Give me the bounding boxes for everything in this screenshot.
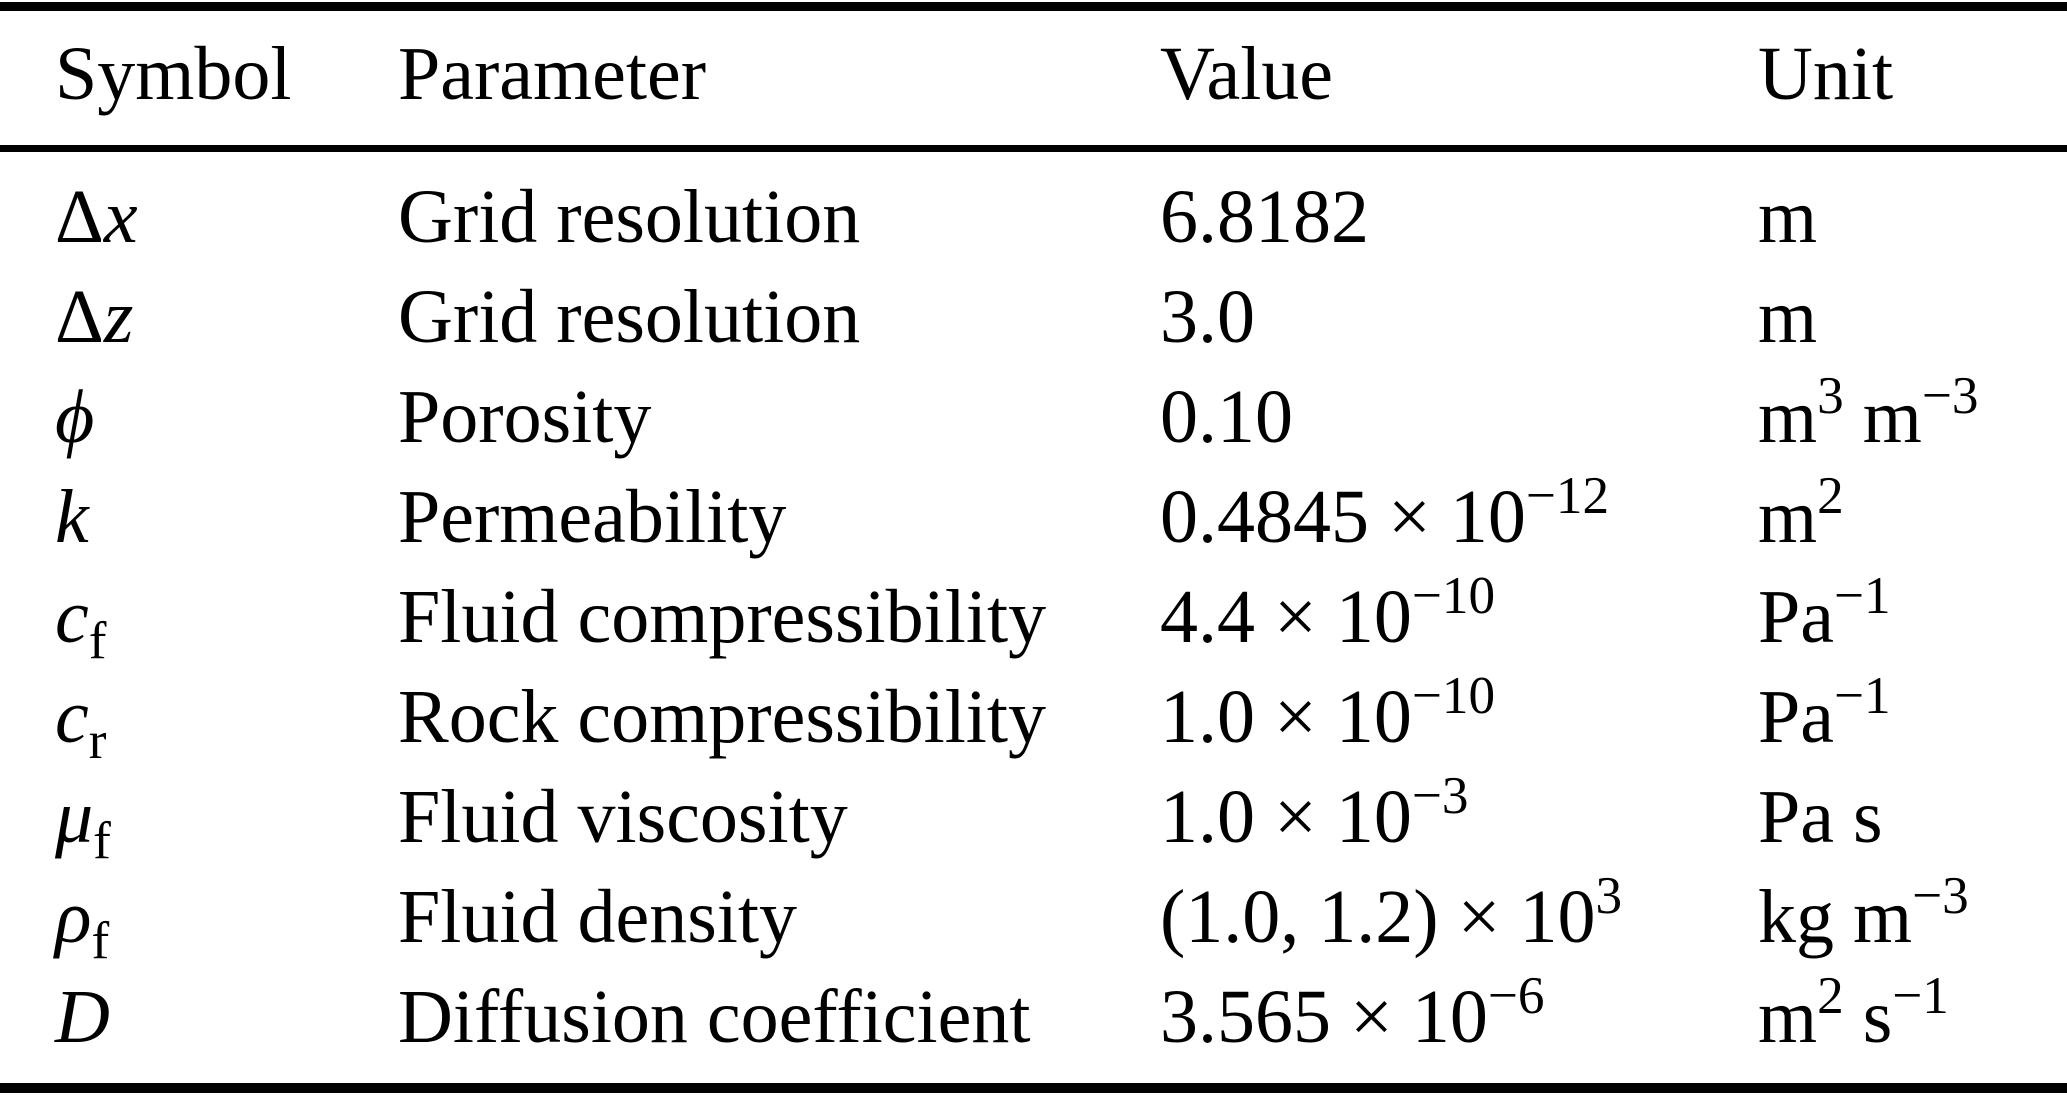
unit-fragment: m [1843,375,1922,459]
table-row: cr Rock compressibility 1.0 × 10−10 Pa−1 [0,667,2067,767]
parameter-fragment: Rock compressibility [398,675,1047,759]
symbol-fragment: Δ [55,175,104,259]
table-row: Δx Grid resolution 6.8182 m [0,167,2067,267]
cell-parameter: Rock compressibility [398,667,1046,767]
cell-value: 6.8182 [1160,167,1369,267]
cell-parameter: Fluid density [398,867,797,967]
cell-parameter: Porosity [398,367,651,467]
table-row: k Permeability 0.4845 × 10−12 m2 [0,467,2067,567]
symbol-fragment: Δ [55,275,104,359]
table-bottom-rule [0,1083,2067,1093]
unit-fragment: s [1843,975,1893,1059]
symbol-fragment: x [103,175,138,259]
cell-value: 1.0 × 10−3 [1160,765,1469,859]
value-fragment: (1.0, 1.2) × 10 [1160,875,1596,959]
symbol-fragment: ρ [55,875,92,959]
table-row: μf Fluid viscosity 1.0 × 10−3 Pa s [0,767,2067,867]
cell-parameter: Grid resolution [398,167,860,267]
table-row: cf Fluid compressibility 4.4 × 10−10 Pa−1 [0,567,2067,667]
unit-fragment: Pa [1758,575,1834,659]
table-header-row: Symbol Parameter Value Unit [0,24,2067,124]
unit-fragment: m [1758,175,1818,259]
cell-symbol: ϕ [55,367,94,467]
cell-value: 1.0 × 10−10 [1160,665,1496,759]
cell-unit: m [1758,267,1817,367]
table-top-rule [0,2,2067,11]
unit-fragment: m [1758,975,1818,1059]
cell-value: 4.4 × 10−10 [1160,565,1496,659]
value-fragment: 1.0 × 10 [1160,675,1412,759]
table-row: ρf Fluid density (1.0, 1.2) × 103 kg m−3 [0,867,2067,967]
cell-symbol: Δz [55,267,133,367]
symbol-fragment: D [55,975,110,1059]
parameter-fragment: Grid resolution [398,275,861,359]
cell-value: 3.0 [1160,267,1255,367]
cell-unit: kg m−3 [1758,865,1969,959]
symbol-fragment: ϕ [55,375,95,459]
cell-symbol: D [55,967,110,1067]
symbol-fragment: k [55,475,89,559]
cell-parameter: Fluid compressibility [398,567,1046,667]
value-fragment: 4.4 × 10 [1160,575,1412,659]
parameter-fragment: Fluid compressibility [398,575,1047,659]
cell-symbol: k [55,467,89,567]
value-fragment: 1.0 × 10 [1160,775,1412,859]
cell-unit: Pa s [1758,767,1883,867]
cell-symbol: Δx [55,167,138,267]
cell-value: 0.4845 × 10−12 [1160,465,1610,559]
cell-parameter: Diffusion coefficient [398,967,1030,1067]
parameter-fragment: Grid resolution [398,175,861,259]
parameter-fragment: Fluid density [398,875,798,959]
column-header-value: Value [1160,32,1334,116]
cell-parameter: Permeability [398,467,786,567]
value-fragment: 3.565 × 10 [1160,975,1488,1059]
parameter-fragment: Porosity [398,375,652,459]
unit-fragment: m [1758,375,1818,459]
cell-parameter: Grid resolution [398,267,860,367]
table-row: ϕ Porosity 0.10 m3 m−3 [0,367,2067,467]
column-header-symbol: Symbol [55,32,292,116]
table-row: D Diffusion coefficient 3.565 × 10−6 m2 s−1 [0,967,2067,1067]
symbol-fragment: μ [55,775,94,859]
cell-unit: m [1758,167,1817,267]
cell-unit: Pa−1 [1758,565,1891,659]
cell-value: (1.0, 1.2) × 103 [1160,865,1623,959]
unit-fragment: kg m [1758,875,1913,959]
value-fragment: 0.10 [1160,375,1293,459]
cell-symbol: cf [55,575,107,670]
cell-value: 0.10 [1160,367,1293,467]
parameter-fragment: Diffusion coefficient [398,975,1031,1059]
value-fragment: 3.0 [1160,275,1255,359]
cell-symbol: ρf [55,875,110,970]
value-fragment: 6.8182 [1160,175,1369,259]
unit-fragment: m [1758,475,1818,559]
cell-unit: m2 [1758,465,1844,559]
symbol-fragment: z [103,275,134,359]
cell-symbol: μf [55,775,111,870]
cell-parameter: Fluid viscosity [398,767,848,867]
unit-fragment: Pa s [1758,775,1883,859]
unit-fragment: Pa [1758,675,1834,759]
cell-unit: m2 s−1 [1758,965,1949,1059]
parameter-fragment: Permeability [398,475,787,559]
symbol-fragment: c [55,575,89,659]
cell-unit: m3 m−3 [1758,365,1979,459]
symbol-fragment: c [55,675,89,759]
unit-fragment: m [1758,275,1818,359]
cell-unit: Pa−1 [1758,665,1891,759]
cell-value: 3.565 × 10−6 [1160,965,1545,1059]
value-fragment: 0.4845 × 10 [1160,475,1526,559]
table-mid-rule [0,145,2067,152]
parameter-fragment: Fluid viscosity [398,775,848,859]
column-header-unit: Unit [1758,32,1894,116]
cell-symbol: cr [55,675,107,770]
table-row: Δz Grid resolution 3.0 m [0,267,2067,367]
column-header-parameter: Parameter [398,32,707,116]
